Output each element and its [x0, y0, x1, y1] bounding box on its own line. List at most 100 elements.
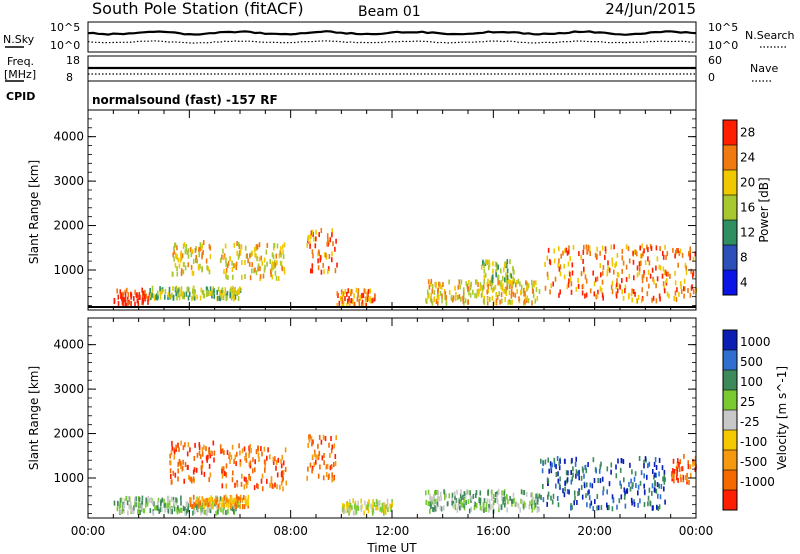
data-cell — [616, 504, 618, 510]
data-cell — [313, 236, 315, 242]
data-cell — [193, 509, 196, 515]
data-cell — [689, 246, 691, 252]
data-cell — [177, 461, 179, 467]
data-cell — [625, 488, 628, 494]
data-cell — [495, 298, 498, 304]
data-cell — [679, 248, 682, 254]
data-cell — [584, 274, 587, 280]
data-cell — [369, 296, 372, 302]
data-cell — [641, 278, 644, 284]
data-cell — [578, 490, 580, 496]
data-cell — [460, 496, 463, 502]
colorbar-segment — [723, 120, 737, 146]
data-cell — [285, 480, 288, 486]
data-cell — [190, 497, 192, 503]
data-cell — [430, 496, 432, 502]
data-cell — [479, 490, 482, 496]
data-cell — [276, 243, 279, 249]
x-tick-label: 16:00 — [476, 524, 511, 538]
data-cell — [328, 240, 331, 246]
data-cell — [199, 263, 201, 269]
data-cell — [629, 486, 632, 492]
data-cell — [153, 501, 155, 507]
data-cell — [509, 495, 511, 501]
data-cell — [482, 259, 484, 265]
data-cell — [231, 289, 233, 294]
data-cell — [338, 300, 341, 306]
data-cell — [648, 283, 650, 289]
data-cell — [220, 258, 222, 264]
data-cell — [325, 464, 328, 470]
data-cell — [282, 460, 285, 466]
data-cell — [360, 504, 362, 510]
data-cell — [213, 457, 215, 463]
data-cell — [598, 468, 601, 474]
data-cell — [249, 275, 252, 281]
data-cell — [240, 244, 243, 250]
data-cell — [225, 267, 228, 273]
data-cell — [221, 468, 223, 474]
data-cell — [457, 497, 460, 503]
data-cell — [440, 496, 442, 502]
data-cell — [504, 297, 506, 302]
data-cell — [320, 269, 323, 275]
data-cell — [595, 294, 597, 300]
data-cell — [187, 262, 190, 268]
data-cell — [659, 296, 661, 302]
data-cell — [235, 461, 237, 467]
data-cell — [352, 498, 354, 504]
data-cell — [191, 296, 193, 301]
data-cell — [365, 505, 367, 511]
data-cell — [676, 461, 679, 467]
colorbar-tick-label: -25 — [740, 415, 760, 429]
data-cell — [347, 298, 349, 304]
data-cell — [310, 230, 313, 236]
data-cell — [200, 510, 202, 516]
data-cell — [498, 280, 501, 286]
data-cell — [161, 507, 163, 513]
data-cell — [346, 291, 348, 297]
data-cell — [318, 453, 320, 459]
data-cell — [382, 502, 385, 508]
data-cell — [450, 296, 453, 301]
data-cell — [621, 255, 624, 261]
data-cell — [656, 504, 658, 510]
data-cell — [531, 499, 533, 505]
data-cell — [262, 273, 265, 279]
data-cell — [311, 454, 314, 460]
data-cell — [269, 269, 272, 274]
data-cell — [275, 275, 278, 281]
data-cell — [512, 282, 514, 288]
data-cell — [463, 497, 465, 503]
data-cell — [185, 501, 188, 507]
data-cell — [544, 459, 547, 465]
data-cell — [611, 280, 614, 286]
data-cell — [637, 484, 640, 490]
data-cell — [483, 279, 486, 285]
data-cell — [273, 263, 276, 269]
data-cell — [529, 500, 531, 506]
nsky-panel: N.Sky 10^5 10^0 N.Search 10^5 10^0 — [3, 21, 795, 53]
data-cell — [334, 454, 337, 459]
data-cell — [223, 255, 225, 260]
data-cell — [230, 294, 233, 299]
data-cell — [663, 479, 666, 485]
data-cell — [602, 265, 605, 271]
data-cell — [441, 298, 443, 304]
data-cell — [448, 289, 451, 295]
data-cell — [495, 292, 497, 297]
data-cell — [647, 463, 649, 469]
data-cell — [172, 499, 175, 505]
data-cell — [506, 494, 508, 500]
data-cell — [442, 282, 444, 287]
data-cell — [694, 461, 696, 466]
data-cell — [575, 473, 577, 479]
data-cell — [500, 268, 502, 274]
data-cell — [601, 292, 604, 298]
data-cell — [640, 253, 643, 259]
data-cell — [602, 486, 605, 492]
data-cell — [263, 446, 266, 452]
data-cell — [565, 247, 568, 253]
data-cell — [641, 287, 643, 293]
data-cell — [182, 291, 185, 297]
